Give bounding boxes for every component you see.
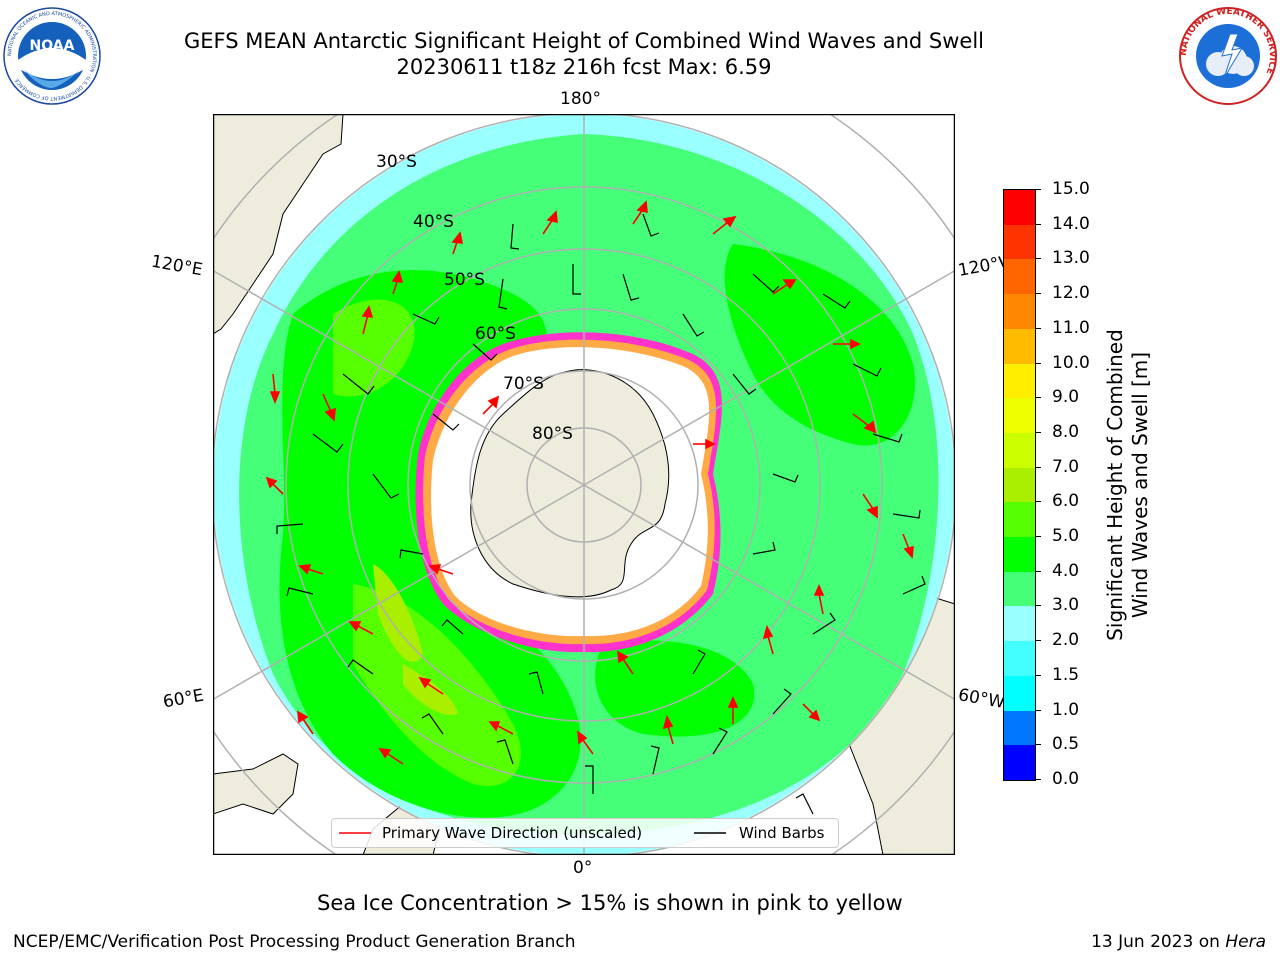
colorbar-tick-label: 3.0 <box>1052 595 1080 616</box>
colorbar-segment <box>1004 536 1035 572</box>
wave-height-5-6m <box>333 299 521 786</box>
wind-barbs-legend-line <box>694 832 726 834</box>
colorbar-tick-mark <box>1035 501 1041 503</box>
colorbar-tick-mark <box>1035 466 1041 468</box>
colorbar-tick-mark <box>1035 327 1041 329</box>
wind-barbs <box>276 213 926 815</box>
colorbar-tick-label: 11.0 <box>1052 317 1090 338</box>
graticule <box>213 114 955 855</box>
wave-height-6-7m <box>373 564 458 715</box>
colorbar-tick-label: 4.0 <box>1052 560 1080 581</box>
wave-direction-legend-line <box>339 832 371 834</box>
colorbar-tick-label: 8.0 <box>1052 421 1080 442</box>
colorbar-tick-mark <box>1035 293 1041 295</box>
colorbar-tick-label: 1.5 <box>1052 664 1080 685</box>
colorbar-tick-mark <box>1035 674 1041 676</box>
colorbar-segment <box>1004 675 1035 711</box>
australia-land <box>213 114 344 335</box>
latitude-label-70s: 70°S <box>503 374 544 394</box>
colorbar-segment <box>1004 501 1035 538</box>
colorbar-label-line1: Significant Height of Combined <box>1103 329 1127 641</box>
noaa-logo: NOAA NATIONAL OCEANIC AND ATMOSPHERIC AD… <box>2 6 102 106</box>
colorbar-tick-mark <box>1035 258 1041 260</box>
colorbar-segment <box>1004 571 1035 607</box>
colorbar-tick-label: 10.0 <box>1052 352 1090 373</box>
colorbar-tick-label: 2.0 <box>1052 630 1080 651</box>
longitude-label-60e: 60°E <box>161 685 206 713</box>
colorbar <box>1003 189 1036 781</box>
map-panel <box>213 114 955 855</box>
latitude-label-30s: 30°S <box>376 152 417 172</box>
colorbar-tick-mark <box>1035 223 1041 225</box>
colorbar-tick-mark <box>1035 709 1041 711</box>
footer-host: Hera <box>1225 932 1266 952</box>
colorbar-tick-label: 13.0 <box>1052 248 1090 269</box>
colorbar-segment <box>1004 328 1035 364</box>
longitude-label-0: 0° <box>573 858 593 878</box>
colorbar-label: Significant Height of Combined Wind Wave… <box>1103 329 1153 641</box>
chart-title: GEFS MEAN Antarctic Significant Height o… <box>183 29 985 53</box>
colorbar-tick-mark <box>1035 744 1041 746</box>
colorbar-tick-mark <box>1035 397 1041 399</box>
antarctica-land <box>470 369 670 598</box>
chart-subtitle: 20230611 t18z 216h fcst Max: 6.59 <box>396 55 772 79</box>
wave-direction-arrows <box>265 200 914 765</box>
longitude-label-180: 180° <box>560 89 601 109</box>
colorbar-segment <box>1004 397 1035 433</box>
colorbar-tick-label: 5.0 <box>1052 526 1080 547</box>
colorbar-tick-mark <box>1035 189 1041 190</box>
longitude-label-120e: 120°E <box>149 251 205 281</box>
noaa-logo-text: NOAA <box>30 38 75 54</box>
colorbar-segment <box>1004 258 1035 295</box>
colorbar-segment <box>1004 189 1035 225</box>
sea-ice-note: Sea Ice Concentration > 15% is shown in … <box>317 891 903 915</box>
legend-wave-direction: Primary Wave Direction (unscaled) <box>382 824 643 842</box>
colorbar-segment <box>1004 605 1035 642</box>
colorbar-tick-label: 0.0 <box>1052 769 1080 789</box>
colorbar-tick-mark <box>1035 640 1041 642</box>
colorbar-tick-mark <box>1035 605 1041 607</box>
colorbar-tick-mark <box>1035 570 1041 572</box>
colorbar-tick-label: 0.5 <box>1052 734 1080 755</box>
colorbar-segment <box>1004 467 1035 503</box>
longitude-label-60w: 60°W <box>956 685 1007 713</box>
colorbar-segment <box>1004 224 1035 260</box>
colorbar-tick-mark <box>1035 536 1041 538</box>
colorbar-segment <box>1004 363 1035 399</box>
colorbar-tick-label: 7.0 <box>1052 456 1080 477</box>
latitude-label-80s: 80°S <box>532 424 573 444</box>
footer-date: 13 Jun 2023 on <box>1091 932 1226 952</box>
colorbar-segment <box>1004 640 1035 676</box>
latitude-label-50s: 50°S <box>444 270 485 290</box>
colorbar-tick-label: 15.0 <box>1052 179 1090 199</box>
colorbar-tick-label: 6.0 <box>1052 491 1080 512</box>
colorbar-tick-mark <box>1035 362 1041 364</box>
africa-land <box>213 753 299 815</box>
wave-height-4-5m-south <box>595 640 755 737</box>
colorbar-label-line2: Wind Waves and Swell [m] <box>1128 351 1152 619</box>
colorbar-tick-label: 12.0 <box>1052 283 1090 304</box>
colorbar-tick-label: 14.0 <box>1052 213 1090 234</box>
colorbar-segment <box>1004 432 1035 468</box>
colorbar-tick-label: 1.0 <box>1052 699 1080 720</box>
latitude-label-40s: 40°S <box>413 212 454 232</box>
legend-wind-barbs: Wind Barbs <box>739 824 825 842</box>
polar-map <box>213 114 955 855</box>
latitude-label-60s: 60°S <box>475 324 516 344</box>
nws-logo: NATIONAL WEATHER SERVICE <box>1178 6 1278 106</box>
colorbar-tick-mark <box>1035 779 1041 780</box>
map-legend: Primary Wave Direction (unscaled) Wind B… <box>331 818 839 848</box>
colorbar-tick-label: 9.0 <box>1052 387 1080 408</box>
footer-right: 13 Jun 2023 on Hera <box>1091 932 1266 952</box>
colorbar-segment <box>1004 293 1035 329</box>
footer-left: NCEP/EMC/Verification Post Processing Pr… <box>13 932 576 952</box>
colorbar-segment <box>1004 710 1035 746</box>
colorbar-segment <box>1004 744 1035 780</box>
colorbar-tick-mark <box>1035 431 1041 433</box>
